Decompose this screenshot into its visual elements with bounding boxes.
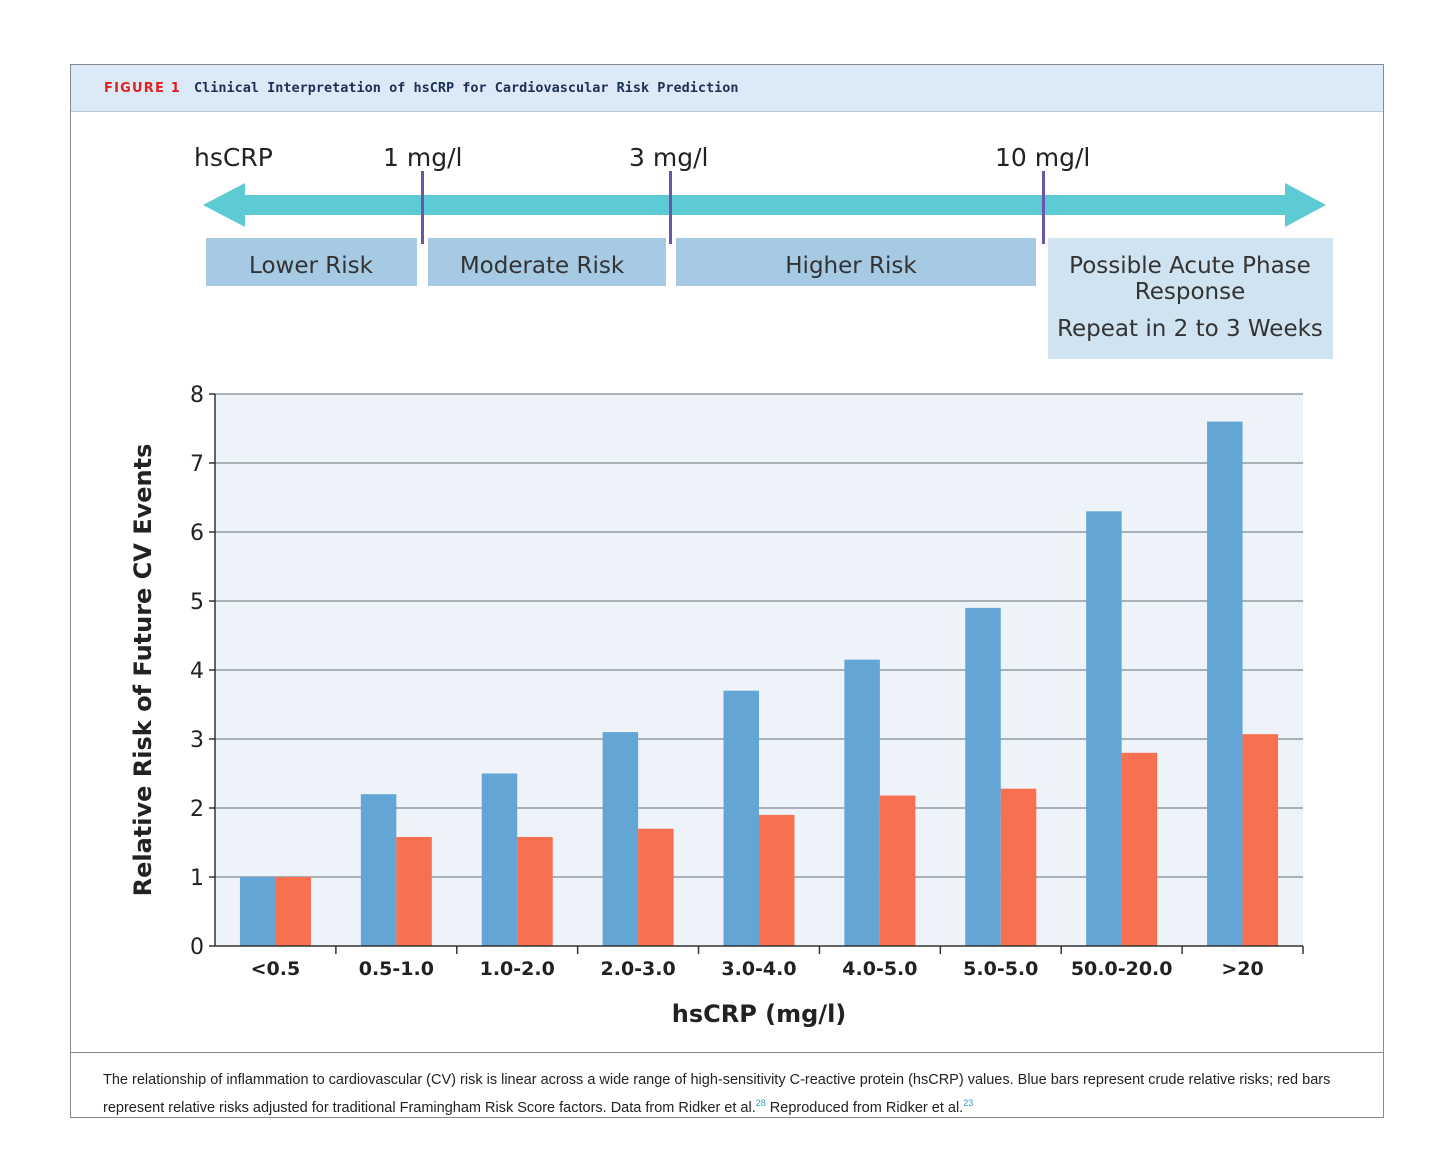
x-tick-label-7: 50.0-20.0 — [1071, 958, 1173, 980]
scale-marker-1: 1 mg/l — [383, 143, 462, 172]
axis-labels: <0.5 0.5-1.0 1.0-2.0 2.0-3.0 3.0-4.0 4.0-5.0 5… — [129, 444, 1264, 1028]
marker-tick-3 — [669, 171, 672, 244]
scale-marker-3: 3 mg/l — [629, 143, 708, 172]
zone-higher-risk: Higher Risk — [785, 253, 917, 279]
bar-crude-6 — [965, 607, 1001, 946]
caption-divider — [71, 1052, 1383, 1053]
caption-ref-23[interactable]: 23 — [963, 1098, 974, 1108]
y-axis-title: Relative Risk of Future CV Events — [129, 444, 157, 897]
x-tick-label-8: >20 — [1221, 958, 1263, 980]
bar-crude-0 — [239, 877, 276, 946]
bar-adjusted-3 — [638, 828, 674, 946]
x-tick-label-0: <0.5 — [251, 958, 301, 980]
marker-tick-10 — [1042, 171, 1045, 244]
caption-text: The relationship of inflammation to card… — [103, 1072, 1331, 1116]
x-tick-label-1: 0.5-1.0 — [359, 958, 434, 980]
double-arrow — [203, 183, 1326, 227]
zone-lower-risk: Lower Risk — [249, 253, 374, 279]
y-tick-label-4: 4 — [190, 659, 204, 684]
bar-adjusted-0 — [275, 877, 311, 946]
figure-caption: The relationship of inflammation to card… — [103, 1069, 1353, 1120]
x-tick-label-5: 4.0-5.0 — [842, 958, 917, 980]
bar-crude-2 — [481, 773, 518, 946]
bar-adjusted-4 — [759, 814, 795, 946]
y-tick-label-1: 1 — [190, 866, 204, 891]
bar-adjusted-8 — [1242, 734, 1279, 946]
acute-line-3: Repeat in 2 to 3 Weeks — [1057, 316, 1323, 342]
x-tick-label-6: 5.0-5.0 — [963, 958, 1038, 980]
bar-crude-5 — [844, 659, 880, 946]
x-tick-label-4: 3.0-4.0 — [721, 958, 796, 980]
bar-crude-1 — [360, 794, 397, 946]
bar-adjusted-5 — [879, 795, 916, 946]
bar-crude-8 — [1207, 421, 1243, 947]
x-axis-title: hsCRP (mg/l) — [672, 1000, 847, 1028]
zone-moderate-risk-box — [428, 238, 666, 286]
y-tick-label-3: 3 — [190, 728, 204, 753]
acute-line-1: Possible Acute Phase — [1069, 253, 1311, 279]
y-tick-label-8: 8 — [190, 383, 204, 408]
y-tick-label-0: 0 — [190, 935, 204, 960]
bar-adjusted-7 — [1121, 752, 1158, 946]
y-tick-label-6: 6 — [190, 521, 204, 546]
bar-crude-3 — [602, 732, 639, 946]
bar-crude-7 — [1086, 511, 1122, 946]
figure-title: Clinical Interpretation of hsCRP for Car… — [194, 80, 739, 96]
zone-lower-risk-box — [206, 238, 417, 286]
zone-higher-risk-box — [676, 238, 1036, 286]
scale-marker-10: 10 mg/l — [995, 143, 1090, 172]
bar-adjusted-6 — [1000, 788, 1037, 946]
hscrp-scale: hsCRP 1 mg/l 3 mg/l 10 mg/l Lower Risk M… — [194, 143, 1333, 359]
y-tick-label-7: 7 — [190, 452, 204, 477]
zone-acute-phase-box — [1048, 238, 1333, 359]
zone-moderate-risk: Moderate Risk — [460, 253, 625, 279]
axes: 0 1 2 3 4 5 6 7 8 — [190, 383, 1304, 960]
caption-text-2: Reproduced from Ridker et al. — [765, 1099, 964, 1116]
x-tick-label-2: 1.0-2.0 — [480, 958, 555, 980]
caption-ref-28[interactable]: 28 — [755, 1098, 766, 1108]
acute-line-2: Response — [1135, 279, 1245, 305]
relative-risk-bar-chart: 0 1 2 3 4 5 6 7 8 <0.5 0.5-1.0 1.0-2.0 2.0-3.0 3.0-4… — [129, 383, 1304, 1028]
bar-adjusted-2 — [517, 836, 553, 946]
marker-tick-1 — [421, 171, 424, 244]
y-tick-label-2: 2 — [190, 797, 204, 822]
scale-label: hsCRP — [194, 143, 273, 172]
figure-header: FIGURE 1 Clinical Interpretation of hsCR… — [71, 65, 1383, 112]
bar-adjusted-1 — [396, 836, 432, 946]
x-tick-label-3: 2.0-3.0 — [601, 958, 676, 980]
figure-label: FIGURE 1 — [104, 81, 182, 96]
y-tick-label-5: 5 — [190, 590, 204, 615]
bars — [239, 421, 1279, 947]
bar-crude-4 — [723, 690, 759, 946]
